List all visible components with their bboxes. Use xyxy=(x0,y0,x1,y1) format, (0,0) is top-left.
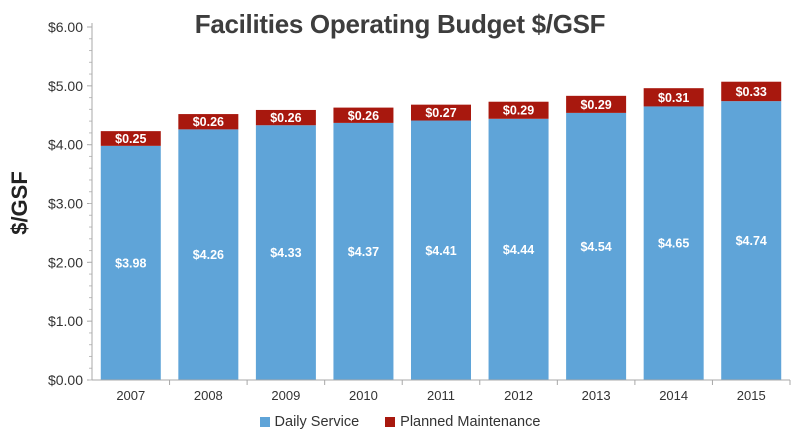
data-label-planned-maintenance: $0.27 xyxy=(425,106,456,120)
bar-daily-service xyxy=(178,129,239,380)
legend: Daily Service Planned Maintenance xyxy=(0,414,800,430)
bar-daily-service xyxy=(643,106,704,381)
data-label-daily-service: $4.74 xyxy=(736,234,767,248)
bar-planned-maintenance xyxy=(721,81,782,102)
x-tick-label: 2007 xyxy=(116,388,145,403)
data-label-planned-maintenance: $0.31 xyxy=(658,91,689,105)
x-tick-label: 2014 xyxy=(659,388,688,403)
x-tick-label: 2011 xyxy=(427,388,455,403)
x-tick-label: 2013 xyxy=(582,388,611,403)
data-label-daily-service: $4.54 xyxy=(580,240,611,254)
data-label-daily-service: $4.41 xyxy=(425,244,456,258)
bar-planned-maintenance xyxy=(178,114,239,130)
y-tick-label: $4.00 xyxy=(48,137,83,153)
data-label-planned-maintenance: $0.29 xyxy=(580,98,611,112)
bar-daily-service xyxy=(333,122,394,381)
data-label-daily-service: $4.37 xyxy=(348,245,379,259)
legend-label-planned-maintenance: Planned Maintenance xyxy=(400,414,541,430)
data-label-daily-service: $4.26 xyxy=(193,248,224,262)
data-label-planned-maintenance: $0.33 xyxy=(736,85,767,99)
data-label-planned-maintenance: $0.26 xyxy=(348,109,379,123)
y-tick-label: $2.00 xyxy=(48,254,83,270)
data-label-daily-service: $4.33 xyxy=(270,246,301,260)
data-label-daily-service: $4.44 xyxy=(503,243,534,257)
legend-item-daily-service: Daily Service xyxy=(259,414,360,430)
bar-planned-maintenance xyxy=(255,109,316,126)
data-label-daily-service: $3.98 xyxy=(115,256,146,270)
x-tick-label: 2009 xyxy=(271,388,300,403)
bar-planned-maintenance xyxy=(566,95,627,113)
bar-daily-service xyxy=(721,101,782,380)
bar-planned-maintenance xyxy=(333,107,394,123)
chart-title: Facilities Operating Budget $/GSF xyxy=(194,9,606,39)
bar-daily-service xyxy=(100,145,161,380)
bar-planned-maintenance xyxy=(100,131,161,146)
y-tick-label: $1.00 xyxy=(48,313,83,329)
data-label-planned-maintenance: $0.29 xyxy=(503,104,534,118)
legend-item-planned-maintenance: Planned Maintenance xyxy=(385,414,540,430)
data-label-planned-maintenance: $0.26 xyxy=(193,115,224,129)
bar-daily-service xyxy=(255,125,316,380)
x-tick-label: 2012 xyxy=(504,388,533,403)
bar-daily-service xyxy=(566,112,627,380)
x-tick-label: 2008 xyxy=(194,388,223,403)
data-label-planned-maintenance: $0.26 xyxy=(270,111,301,125)
data-label-planned-maintenance: $0.25 xyxy=(115,132,146,146)
y-tick-label: $0.00 xyxy=(48,372,83,388)
x-tick-label: 2010 xyxy=(349,388,378,403)
data-label-daily-service: $4.65 xyxy=(658,237,689,251)
bar-planned-maintenance xyxy=(488,101,549,119)
bar-daily-service xyxy=(488,118,549,380)
legend-swatch-daily-service xyxy=(259,417,270,427)
bar-planned-maintenance xyxy=(643,88,704,107)
x-tick-label: 2015 xyxy=(737,388,766,403)
bar-daily-service xyxy=(411,120,471,381)
y-tick-label: $3.00 xyxy=(48,196,83,212)
y-tick-label: $6.00 xyxy=(48,19,83,35)
legend-label-daily-service: Daily Service xyxy=(274,414,360,430)
bar-planned-maintenance xyxy=(411,104,471,121)
legend-swatch-planned-maintenance xyxy=(385,417,396,427)
y-tick-label: $5.00 xyxy=(48,78,83,94)
